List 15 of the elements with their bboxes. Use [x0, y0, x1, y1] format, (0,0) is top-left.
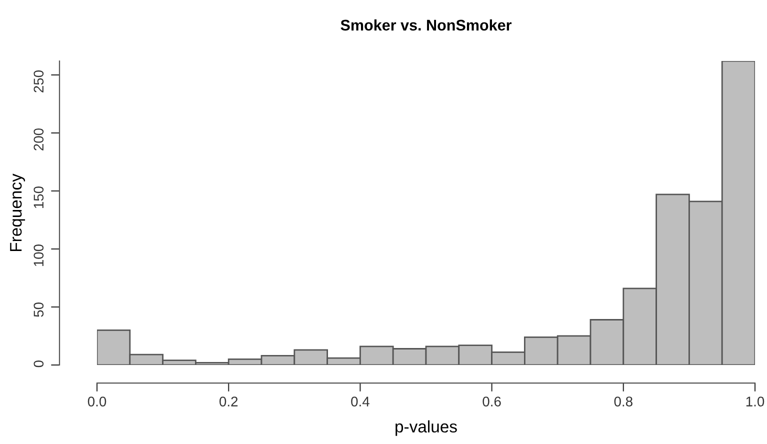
y-tick-label: 0: [34, 360, 44, 368]
y-tick-label: 100: [34, 244, 44, 266]
y-tick-label: 200: [34, 128, 44, 150]
x-tick-label: 0.0: [88, 396, 106, 406]
y-axis-title: Frequency: [10, 174, 26, 251]
x-tick-label: 1.0: [746, 396, 764, 406]
x-tick-label: 0.4: [351, 396, 370, 406]
x-tick-label: 0.2: [219, 396, 238, 406]
chart-title: Smoker vs. NonSmoker: [340, 19, 512, 31]
x-tick-label: 0.6: [482, 396, 501, 406]
x-axis-title: p-values: [396, 420, 457, 436]
y-tick-label: 250: [34, 70, 44, 92]
y-tick-label: 50: [34, 302, 44, 317]
y-tick-label: 150: [34, 186, 44, 208]
x-tick-label: 0.8: [614, 396, 632, 406]
